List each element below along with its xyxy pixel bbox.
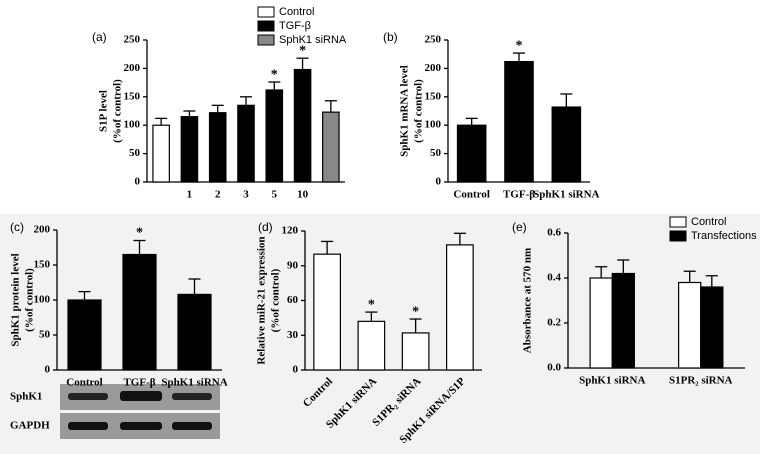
bar <box>67 299 102 371</box>
panel-label: (c) <box>10 220 24 234</box>
y-tick-label: 250 <box>124 34 141 46</box>
y-tick-label: 50 <box>430 147 442 159</box>
x-tick-label: SphK1 siRNA <box>533 189 599 201</box>
bar <box>313 253 342 371</box>
x-tick-label: TGF-β <box>123 377 155 389</box>
bar <box>700 286 724 369</box>
y-tick-label: 200 <box>124 62 141 74</box>
legend-swatch <box>669 230 687 242</box>
bar <box>611 272 635 369</box>
x-tick-label: Control <box>66 377 102 389</box>
significance-mark: * <box>299 43 306 58</box>
y-tick-label: 0.0 <box>547 362 561 374</box>
y-axis-label: Absorbance at 570 nm <box>522 248 534 353</box>
panel-label: (a) <box>92 30 107 44</box>
y-tick-label: 50 <box>39 329 51 341</box>
y-tick-label: 250 <box>425 34 442 46</box>
x-tick-label: TGF-β <box>503 189 535 201</box>
y-axis-label: SphK1 protein level <box>10 253 22 346</box>
x-tick-label: 10 <box>297 189 309 201</box>
blot-band <box>172 393 212 400</box>
y-tick-label: 0 <box>436 176 442 188</box>
x-tick-label: 2 <box>215 189 221 201</box>
y-axis-sublabel: (%of control) <box>112 79 124 143</box>
y-tick-label: 0 <box>293 364 299 376</box>
y-tick-label: 150 <box>425 90 442 102</box>
panel-label: (d) <box>258 220 273 234</box>
bar <box>265 89 284 183</box>
x-tick-label: 1 <box>187 189 193 201</box>
y-tick-label: 50 <box>129 147 141 159</box>
bar <box>180 116 199 183</box>
y-tick-label: 150 <box>34 259 51 271</box>
x-tick-label: 5 <box>272 189 278 201</box>
bar <box>322 111 340 183</box>
y-axis-sublabel: (%of control) <box>24 268 36 332</box>
significance-mark: * <box>368 297 375 312</box>
bar <box>446 244 474 371</box>
bar <box>122 253 157 371</box>
y-tick-label: 200 <box>34 224 51 236</box>
y-tick-label: 0 <box>45 364 51 376</box>
bar <box>208 112 227 183</box>
bar <box>678 281 702 369</box>
bar <box>456 124 487 183</box>
y-tick-label: 90 <box>287 259 299 271</box>
bar <box>293 68 312 183</box>
bar <box>551 106 582 183</box>
significance-mark: * <box>136 226 143 241</box>
blot-label: SphK1 <box>10 391 42 403</box>
y-axis-label: Relative miR-21 expression <box>256 236 268 364</box>
blot-band <box>120 422 162 430</box>
blot-label: GAPDH <box>10 420 50 432</box>
y-tick-label: 200 <box>425 62 442 74</box>
legend-swatch <box>257 6 275 18</box>
legend-swatch <box>257 20 275 32</box>
x-tick-label: S1PR₂ siRNA <box>669 375 733 387</box>
y-tick-label: 60 <box>287 294 299 306</box>
bar <box>177 293 212 371</box>
legend-swatch <box>257 34 275 46</box>
y-tick-label: 0 <box>135 176 141 188</box>
blot-band <box>68 393 108 400</box>
y-axis-label: S1P level <box>98 90 110 132</box>
legend-swatch <box>669 216 687 228</box>
y-tick-label: 150 <box>124 90 141 102</box>
y-tick-label: 100 <box>425 119 442 131</box>
y-tick-label: 30 <box>287 329 299 341</box>
y-tick-label: 0.6 <box>547 227 561 239</box>
bar <box>152 124 170 183</box>
y-tick-label: 100 <box>124 119 141 131</box>
legend-label: SphK1 siRNA <box>279 34 347 46</box>
y-axis-sublabel: (%of control) <box>413 79 425 143</box>
legend-label: Control <box>691 216 726 228</box>
blot-band <box>120 391 162 401</box>
bar <box>237 104 255 183</box>
y-axis-label: SphK1 mRNA level <box>399 65 411 157</box>
bar <box>504 60 534 183</box>
panel-label: (e) <box>512 220 527 234</box>
x-tick-label: Control <box>453 189 489 201</box>
x-tick-label: SphK1 siRNA <box>161 377 227 389</box>
bar <box>357 320 386 371</box>
y-tick-label: 120 <box>282 225 299 237</box>
blot-band <box>172 422 212 430</box>
significance-mark: * <box>412 304 419 319</box>
legend-label: Transfections <box>691 230 757 242</box>
y-tick-label: 0.4 <box>547 272 561 284</box>
x-tick-label: SphK1 siRNA <box>579 375 645 387</box>
bar <box>589 277 613 369</box>
x-tick-label: 3 <box>243 189 249 201</box>
y-tick-label: 100 <box>34 294 51 306</box>
blot-band <box>68 422 108 430</box>
legend-label: TGF-β <box>279 20 311 32</box>
y-axis-sublabel: (%of control) <box>270 268 282 332</box>
bar <box>401 332 430 371</box>
panel-label: (b) <box>383 30 398 44</box>
significance-mark: * <box>516 38 523 53</box>
y-tick-label: 0.2 <box>547 317 561 329</box>
significance-mark: * <box>271 67 278 82</box>
legend-label: Control <box>279 6 314 18</box>
